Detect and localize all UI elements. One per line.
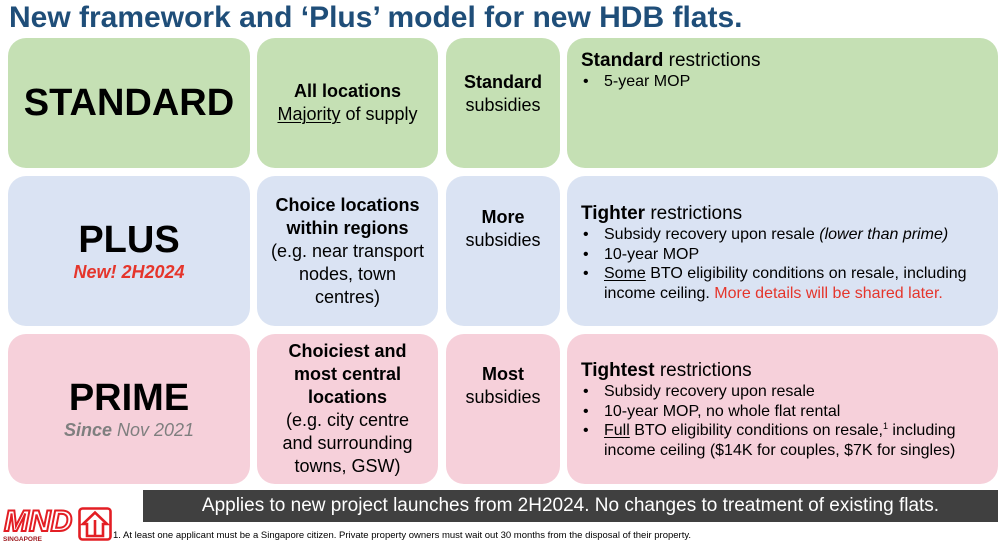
restrictions-level: Tightest bbox=[581, 360, 655, 381]
locations-detail-line: (e.g. near transport bbox=[270, 240, 425, 261]
model-row-plus: PLUS New! 2H2024 Choice locations within… bbox=[8, 176, 998, 326]
restriction-bullet: Some BTO eligibility conditions on resal… bbox=[581, 264, 990, 303]
model-name-cell: PRIME Since Nov 2021 bbox=[8, 334, 250, 484]
restrictions-label: restrictions bbox=[668, 50, 761, 71]
restrictions-list: Subsidy recovery upon resale (lower than… bbox=[581, 225, 990, 303]
footnote-ref: 1 bbox=[882, 421, 888, 431]
subsidies-level: Most bbox=[482, 364, 524, 384]
mnd-caption: SINGAPORE bbox=[3, 536, 43, 543]
subsidies-cell: Most subsidies bbox=[446, 334, 560, 484]
restrictions-list: Subsidy recovery upon resale 10-year MOP… bbox=[581, 382, 990, 460]
model-launch-note: New! 2H2024 bbox=[73, 262, 185, 282]
locations-heading-line: within regions bbox=[286, 217, 409, 238]
launch-banner: Applies to new project launches from 2H2… bbox=[143, 490, 998, 522]
locations-detail-line: centres) bbox=[314, 286, 381, 307]
restriction-emphasis: Full bbox=[604, 422, 630, 439]
locations-detail-line: (e.g. city centre bbox=[285, 410, 410, 430]
restriction-highlight: More details will be shared later. bbox=[714, 284, 943, 302]
locations-heading-line: Choice locations bbox=[275, 194, 420, 215]
model-name-cell: PLUS New! 2H2024 bbox=[8, 176, 250, 326]
subsidies-level: More bbox=[481, 207, 525, 227]
locations-heading-line: locations bbox=[307, 387, 387, 407]
locations-cell: Choiciest and most central locations (e.… bbox=[257, 334, 438, 484]
mnd-wordmark: MND bbox=[4, 505, 72, 538]
restrictions-cell: Standard restrictions 5-year MOP bbox=[567, 38, 998, 168]
model-name-cell: STANDARD bbox=[8, 38, 250, 168]
restriction-text-after: including income ceiling ($14K for coupl… bbox=[604, 422, 956, 459]
subsidies-cell: More subsidies bbox=[446, 176, 560, 326]
locations-detail-emphasis: Majority bbox=[277, 104, 341, 124]
subsidies-label: subsidies bbox=[465, 95, 541, 115]
restriction-text: BTO eligibility conditions on resale, in… bbox=[604, 265, 967, 302]
locations-heading: All locations bbox=[293, 81, 401, 101]
model-since-note: Since Nov 2021 bbox=[64, 419, 194, 441]
restriction-bullet: 10-year MOP, no whole flat rental bbox=[581, 402, 990, 422]
locations-detail: Majority of supply bbox=[277, 103, 417, 126]
restrictions-heading: Standard restrictions bbox=[581, 49, 990, 72]
restriction-text: BTO eligibility conditions on resale, bbox=[634, 422, 883, 439]
model-since-date: Nov 2021 bbox=[116, 420, 195, 440]
restriction-text: 10-year MOP bbox=[604, 245, 700, 263]
restrictions-level: Standard bbox=[581, 50, 664, 71]
locations-detail-line: and surrounding bbox=[282, 433, 413, 453]
restriction-text: 10-year MOP, no whole flat rental bbox=[604, 402, 841, 420]
mnd-logo: MND SINGAPORE bbox=[3, 504, 73, 543]
restriction-text: 5-year MOP bbox=[604, 73, 691, 90]
subsidies-cell: Standard subsidies bbox=[446, 38, 560, 168]
locations-detail-line: nodes, town bbox=[298, 263, 397, 284]
model-name: PRIME bbox=[68, 377, 190, 419]
restrictions-list: 5-year MOP bbox=[581, 72, 990, 92]
slide-title: New framework and ‘Plus’ model for new H… bbox=[9, 1, 743, 34]
restrictions-label: restrictions bbox=[650, 203, 743, 224]
model-name: STANDARD bbox=[23, 82, 235, 124]
locations-heading-line: Choiciest and bbox=[288, 341, 407, 361]
locations-cell: All locations Majority of supply bbox=[257, 38, 438, 168]
restriction-bullet: Full BTO eligibility conditions on resal… bbox=[581, 421, 990, 460]
model-row-standard: STANDARD All locations Majority of suppl… bbox=[8, 38, 998, 168]
model-since-label: Since bbox=[63, 420, 112, 440]
restriction-emphasis: Some bbox=[604, 265, 646, 282]
restrictions-level: Tighter bbox=[581, 203, 646, 224]
hdb-logo-icon bbox=[78, 507, 112, 541]
footnote: 1. At least one applicant must be a Sing… bbox=[113, 530, 692, 541]
restriction-bullet: Subsidy recovery upon resale bbox=[581, 382, 990, 402]
subsidies-label: subsidies bbox=[465, 387, 541, 407]
restriction-text: Subsidy recovery upon resale bbox=[604, 383, 815, 400]
restriction-text: Subsidy recovery upon resale bbox=[604, 226, 815, 243]
restrictions-cell: Tightest restrictions Subsidy recovery u… bbox=[567, 334, 998, 484]
restriction-bullet: Subsidy recovery upon resale (lower than… bbox=[581, 225, 990, 245]
restrictions-heading: Tightest restrictions bbox=[581, 359, 990, 382]
restrictions-cell: Tighter restrictions Subsidy recovery up… bbox=[567, 176, 998, 326]
restriction-bullet: 5-year MOP bbox=[581, 72, 990, 92]
restrictions-label: restrictions bbox=[659, 360, 752, 381]
locations-detail-text: of supply bbox=[345, 104, 418, 124]
locations-heading-line: most central bbox=[293, 364, 402, 384]
restriction-note: (lower than prime) bbox=[819, 226, 949, 243]
locations-cell: Choice locations within regions (e.g. ne… bbox=[257, 176, 438, 326]
locations-detail-line: towns, GSW) bbox=[294, 456, 401, 476]
restriction-bullet: 10-year MOP bbox=[581, 245, 990, 265]
subsidies-level: Standard bbox=[463, 72, 542, 92]
restrictions-heading: Tighter restrictions bbox=[581, 202, 990, 225]
model-name: PLUS bbox=[78, 219, 180, 261]
model-row-prime: PRIME Since Nov 2021 Choiciest and most … bbox=[8, 334, 998, 484]
subsidies-label: subsidies bbox=[465, 230, 541, 250]
